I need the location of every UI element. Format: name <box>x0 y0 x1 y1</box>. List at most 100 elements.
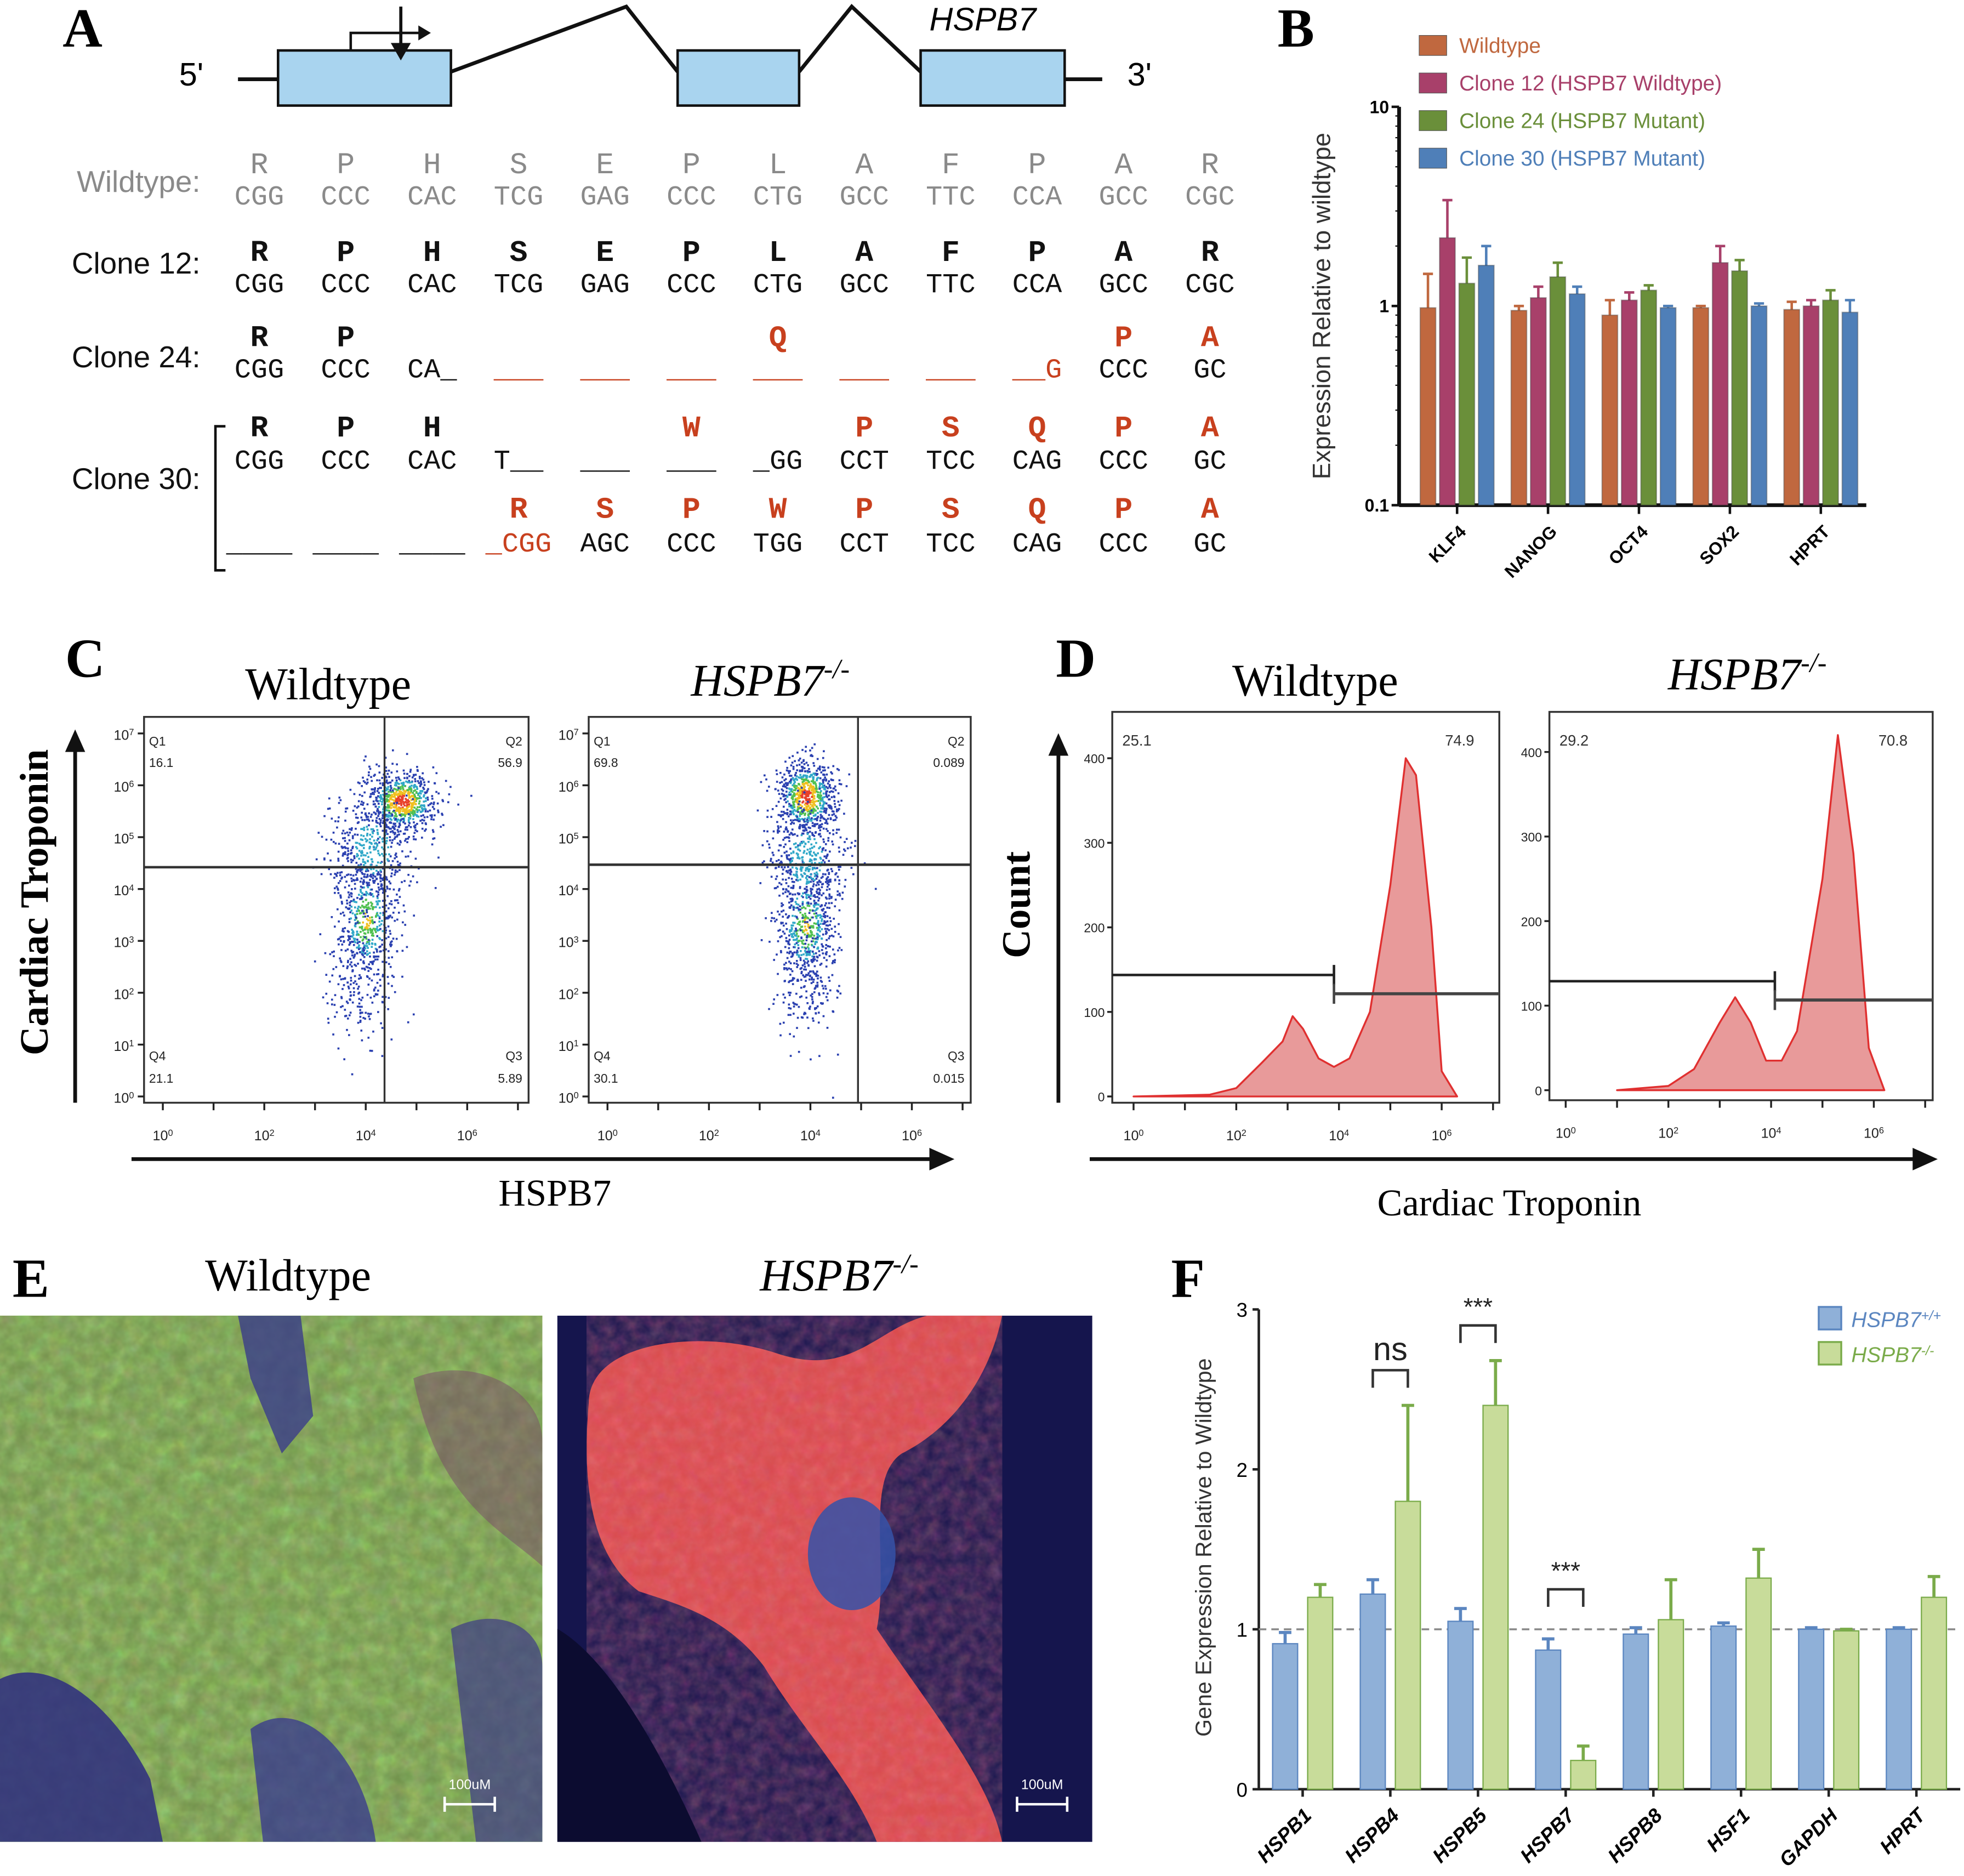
event-dot <box>802 809 805 811</box>
event-dot <box>390 791 392 793</box>
event-dot <box>364 968 366 971</box>
event-dot <box>783 851 786 854</box>
event-dot <box>402 810 404 812</box>
codon: ___ <box>925 355 976 386</box>
event-dot <box>341 876 343 879</box>
event-dot <box>372 792 374 794</box>
event-dot <box>364 952 367 954</box>
event-dot <box>382 784 384 787</box>
event-dot <box>816 936 819 939</box>
event-dot <box>347 873 350 876</box>
x-tick-label: HSPB8 <box>1603 1804 1667 1867</box>
event-dot <box>361 953 363 956</box>
event-dot <box>372 803 375 806</box>
event-dot <box>354 883 356 885</box>
event-dot <box>816 892 818 895</box>
event-dot <box>801 818 804 820</box>
event-dot <box>348 1014 351 1016</box>
event-dot <box>777 814 780 816</box>
event-dot <box>423 804 425 806</box>
y-tick-label: 103 <box>559 935 579 951</box>
x-tick-label: HSPB4 <box>1340 1804 1403 1867</box>
event-dot <box>351 827 353 829</box>
event-dot <box>805 885 808 888</box>
event-dot <box>371 780 373 782</box>
event-dot <box>396 918 399 921</box>
event-dot <box>322 996 325 999</box>
event-dot <box>406 841 408 844</box>
event-dot <box>386 782 389 784</box>
event-dot <box>371 892 373 895</box>
event-dot <box>345 880 348 883</box>
event-dot <box>789 868 792 871</box>
event-dot <box>796 853 799 856</box>
event-dot <box>341 855 344 857</box>
event-dot <box>337 908 339 911</box>
event-dot <box>412 813 414 816</box>
event-dot <box>836 996 839 999</box>
y-tick-label: 104 <box>113 883 134 899</box>
event-dot <box>377 831 379 834</box>
event-dot <box>810 774 813 776</box>
event-dot <box>794 781 796 783</box>
plot-frame <box>143 715 530 1104</box>
event-dot <box>343 984 345 986</box>
event-dot <box>369 768 372 770</box>
event-dot <box>386 885 388 888</box>
event-dot <box>808 951 811 953</box>
event-dot <box>388 810 391 812</box>
event-dot <box>822 847 825 849</box>
event-dot <box>364 838 367 840</box>
event-dot <box>399 824 401 826</box>
event-dot <box>789 892 792 895</box>
event-dot <box>402 803 405 805</box>
event-dot <box>834 803 836 805</box>
legend-label: HSPB7+/+ <box>1851 1308 1941 1332</box>
event-dot <box>385 776 388 778</box>
y-tick-label: 300 <box>1521 830 1542 844</box>
event-dot <box>405 811 408 814</box>
event-dot <box>812 792 814 794</box>
event-dot <box>832 829 834 832</box>
event-dot <box>393 799 395 801</box>
amino-acid: Q <box>1028 493 1046 527</box>
event-dot <box>344 820 346 822</box>
event-dot <box>371 835 373 838</box>
event-dot <box>825 821 828 823</box>
event-dot <box>813 823 816 826</box>
bar-sox2-0 <box>1692 307 1710 506</box>
event-dot <box>388 776 390 778</box>
event-dot <box>408 805 410 808</box>
amino-acid: A <box>855 149 873 183</box>
event-dot <box>785 821 787 823</box>
event-dot <box>364 916 367 918</box>
event-dot <box>349 901 351 904</box>
event-dot <box>388 916 390 919</box>
event-dot <box>822 992 825 994</box>
event-dot <box>834 925 836 928</box>
event-dot <box>795 771 797 774</box>
event-dot <box>779 782 781 784</box>
event-dot <box>806 917 809 919</box>
event-dot <box>361 1005 363 1008</box>
event-dot <box>402 800 405 803</box>
event-dot <box>784 778 787 781</box>
event-dot <box>391 974 394 977</box>
event-dot <box>412 792 414 794</box>
event-dot <box>385 826 388 828</box>
event-dot <box>794 798 797 800</box>
event-dot <box>817 807 819 810</box>
event-dot <box>830 902 833 905</box>
event-dot <box>799 905 801 908</box>
event-dot <box>379 950 382 953</box>
event-dot <box>826 999 829 1002</box>
event-dot <box>809 974 811 977</box>
event-dot <box>340 1006 342 1008</box>
event-dot <box>792 755 794 758</box>
event-dot <box>785 913 787 916</box>
event-dot <box>760 939 763 941</box>
event-dot <box>789 859 791 862</box>
event-dot <box>777 827 780 829</box>
event-dot <box>819 804 822 806</box>
event-dot <box>366 892 368 895</box>
